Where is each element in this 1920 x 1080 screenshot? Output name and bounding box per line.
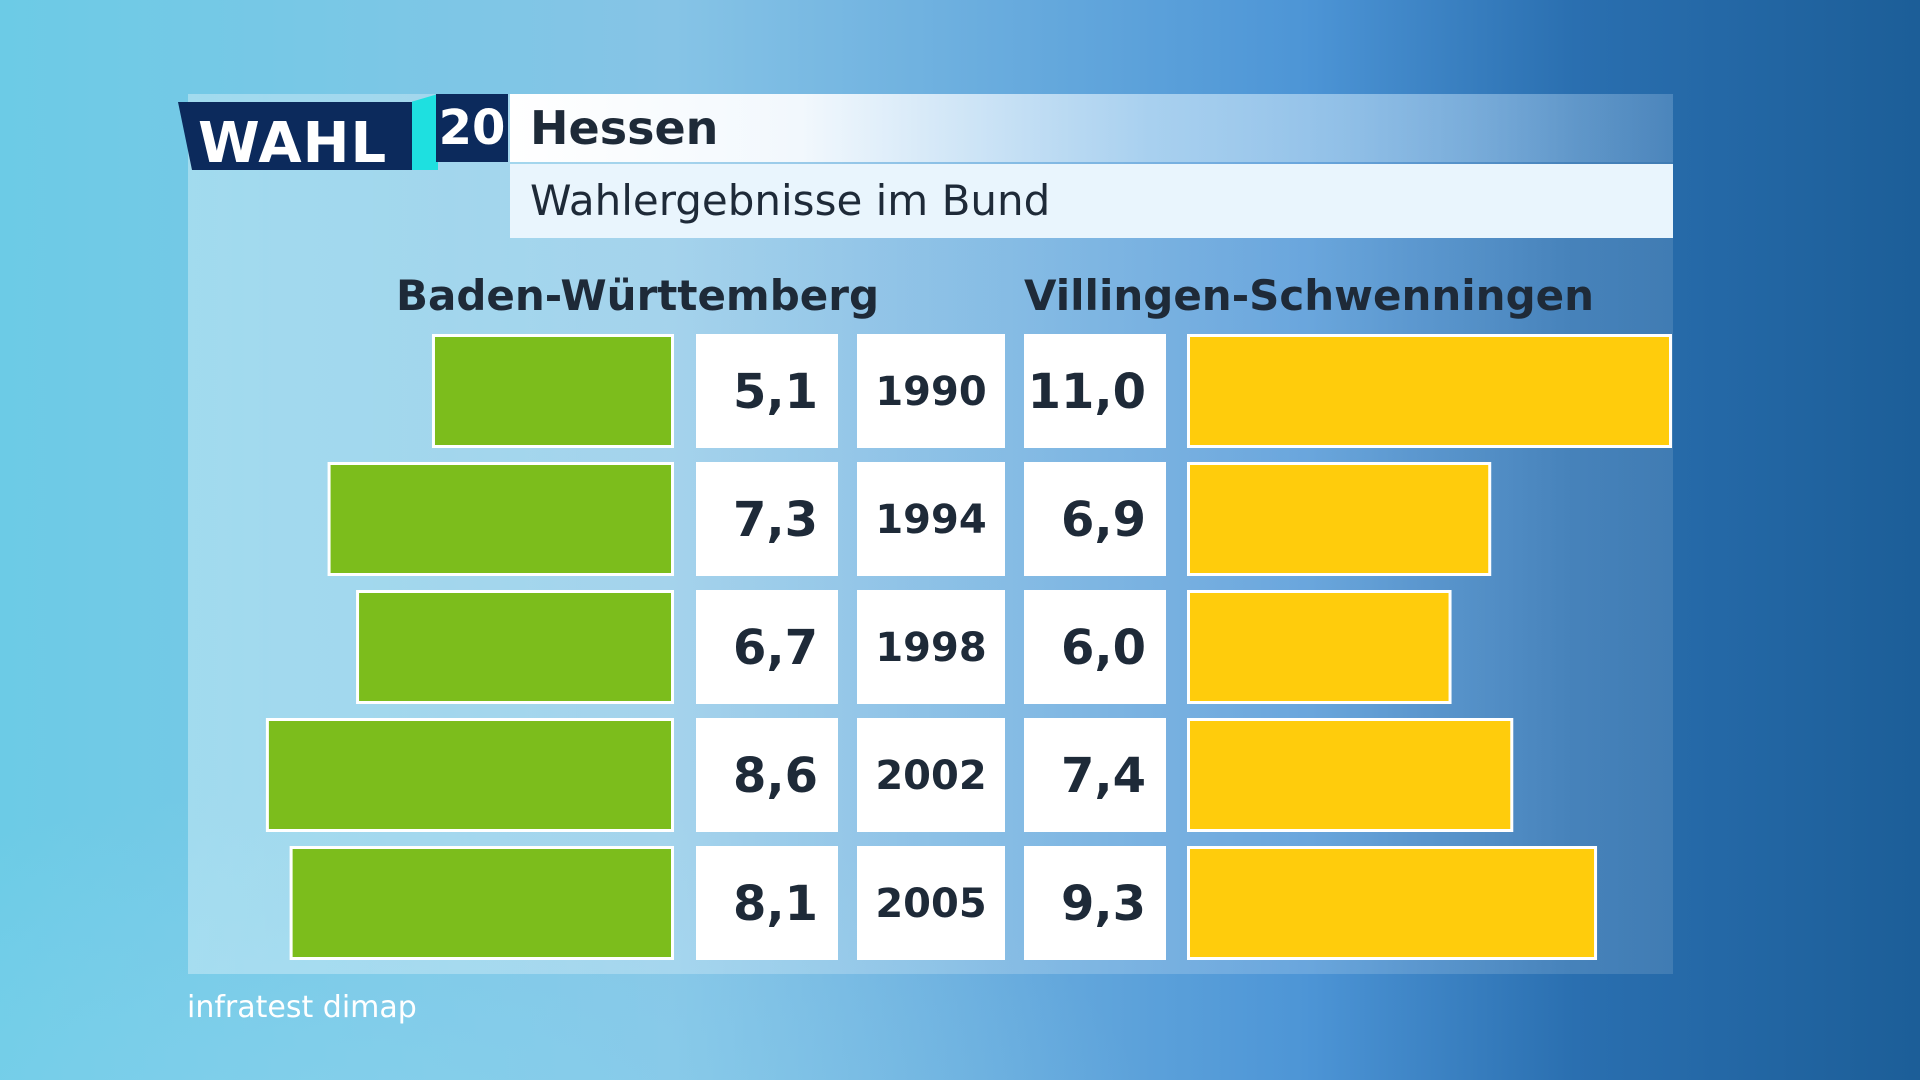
- right-value-label-2005: 9,3: [1061, 876, 1146, 932]
- bar-right-1990: [1190, 337, 1669, 445]
- year-cell-1994: [857, 462, 1005, 576]
- right-value-label-1994: 6,9: [1061, 492, 1146, 548]
- right-value-cell-2002: [1024, 718, 1166, 832]
- bar-left-1998: [359, 593, 671, 701]
- chart-row-2002: 8,6 2002 7,4: [265, 718, 1514, 832]
- subtitle-bar: Wahlergebnisse im Bund: [510, 164, 1673, 238]
- year-cell-2002: [857, 718, 1005, 832]
- logo-accent-stripe: [412, 94, 438, 170]
- logo-wahl-text: WAHL: [198, 111, 388, 176]
- year-cell-1990: [857, 334, 1005, 448]
- page-title: Hessen: [530, 101, 719, 155]
- left-value-label-1998: 6,7: [733, 620, 818, 676]
- right-value-label-1998: 6,0: [1061, 620, 1146, 676]
- page-subtitle: Wahlergebnisse im Bund: [530, 176, 1051, 225]
- year-cell-2005: [857, 846, 1005, 960]
- right-value-cell-2005: [1024, 846, 1166, 960]
- bar-right-1998: [1190, 593, 1449, 701]
- left-value-label-2002: 8,6: [733, 748, 818, 804]
- chart-row-2005: 8,1 2005 9,3: [289, 846, 1598, 960]
- left-value-cell-1998: [696, 590, 838, 704]
- bar-left-1990: [434, 337, 671, 445]
- year-cell-1998: [857, 590, 1005, 704]
- bar-right-2002: [1190, 721, 1511, 829]
- left-value-label-2005: 8,1: [733, 876, 818, 932]
- year-label-2005: 2005: [875, 881, 986, 927]
- wahl-logo: WAHL 20: [178, 94, 508, 170]
- logo-number-block: 20: [436, 94, 508, 162]
- title-bar: Hessen: [510, 94, 1673, 162]
- right-value-label-1990: 11,0: [1028, 364, 1146, 420]
- series-header-right: Villingen-Schwenningen: [1024, 271, 1595, 320]
- year-label-1990: 1990: [875, 369, 986, 415]
- right-value-cell-1994: [1024, 462, 1166, 576]
- left-value-cell-2005: [696, 846, 838, 960]
- series-header-left: Baden-Württemberg: [396, 271, 880, 320]
- logo-wahl-block: WAHL: [178, 102, 418, 170]
- year-label-1994: 1994: [875, 497, 986, 543]
- bar-left-2002: [268, 721, 671, 829]
- year-label-2002: 2002: [875, 753, 986, 799]
- butterfly-bar-chart: 5,1 1990 11,0 7,3 1994 6,9 6,7 1998 6,0 8,6 2002 7,…: [265, 334, 1672, 960]
- source-credit: infratest dimap: [187, 990, 417, 1025]
- bar-right-1994: [1190, 465, 1489, 573]
- right-value-label-2002: 7,4: [1061, 748, 1146, 804]
- bar-left-2005: [292, 849, 671, 957]
- left-value-cell-2002: [696, 718, 838, 832]
- right-value-cell-1990: [1024, 334, 1166, 448]
- chart-row-1990: 5,1 1990 11,0: [431, 334, 1672, 448]
- chart-row-1998: 6,7 1998 6,0: [356, 590, 1452, 704]
- year-label-1998: 1998: [875, 625, 986, 671]
- chart-row-1994: 7,3 1994 6,9: [327, 462, 1492, 576]
- logo-number: 20: [438, 100, 506, 156]
- left-value-label-1990: 5,1: [733, 364, 818, 420]
- left-value-cell-1994: [696, 462, 838, 576]
- bar-right-2005: [1190, 849, 1595, 957]
- left-value-cell-1990: [696, 334, 838, 448]
- right-value-cell-1998: [1024, 590, 1166, 704]
- bar-left-1994: [330, 465, 671, 573]
- left-value-label-1994: 7,3: [733, 492, 818, 548]
